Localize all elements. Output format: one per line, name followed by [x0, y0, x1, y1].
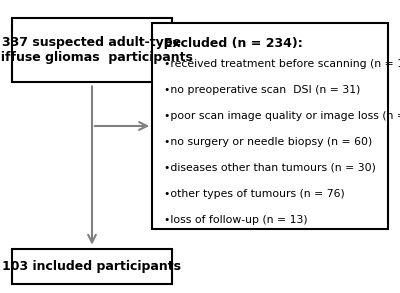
- Text: Excluded (n = 234):: Excluded (n = 234):: [164, 38, 303, 50]
- Text: •no preoperative scan  DSI (n = 31): •no preoperative scan DSI (n = 31): [164, 85, 360, 95]
- Text: 103 included participants: 103 included participants: [2, 260, 182, 273]
- Text: 337 suspected adult-type
diffuse gliomas  participants: 337 suspected adult-type diffuse gliomas…: [0, 36, 192, 64]
- Bar: [12, 18, 172, 82]
- Text: •loss of follow-up (n = 13): •loss of follow-up (n = 13): [164, 215, 308, 225]
- Text: •received treatment before scanning (n = 18): •received treatment before scanning (n =…: [164, 59, 400, 69]
- Bar: [12, 249, 172, 284]
- Text: •other types of tumours (n = 76): •other types of tumours (n = 76): [164, 189, 345, 199]
- Text: •no surgery or needle biopsy (n = 60): •no surgery or needle biopsy (n = 60): [164, 137, 372, 147]
- Bar: [152, 23, 388, 229]
- Text: •diseases other than tumours (n = 30): •diseases other than tumours (n = 30): [164, 163, 376, 173]
- Text: •poor scan image quality or image loss (n = 6): •poor scan image quality or image loss (…: [164, 111, 400, 121]
